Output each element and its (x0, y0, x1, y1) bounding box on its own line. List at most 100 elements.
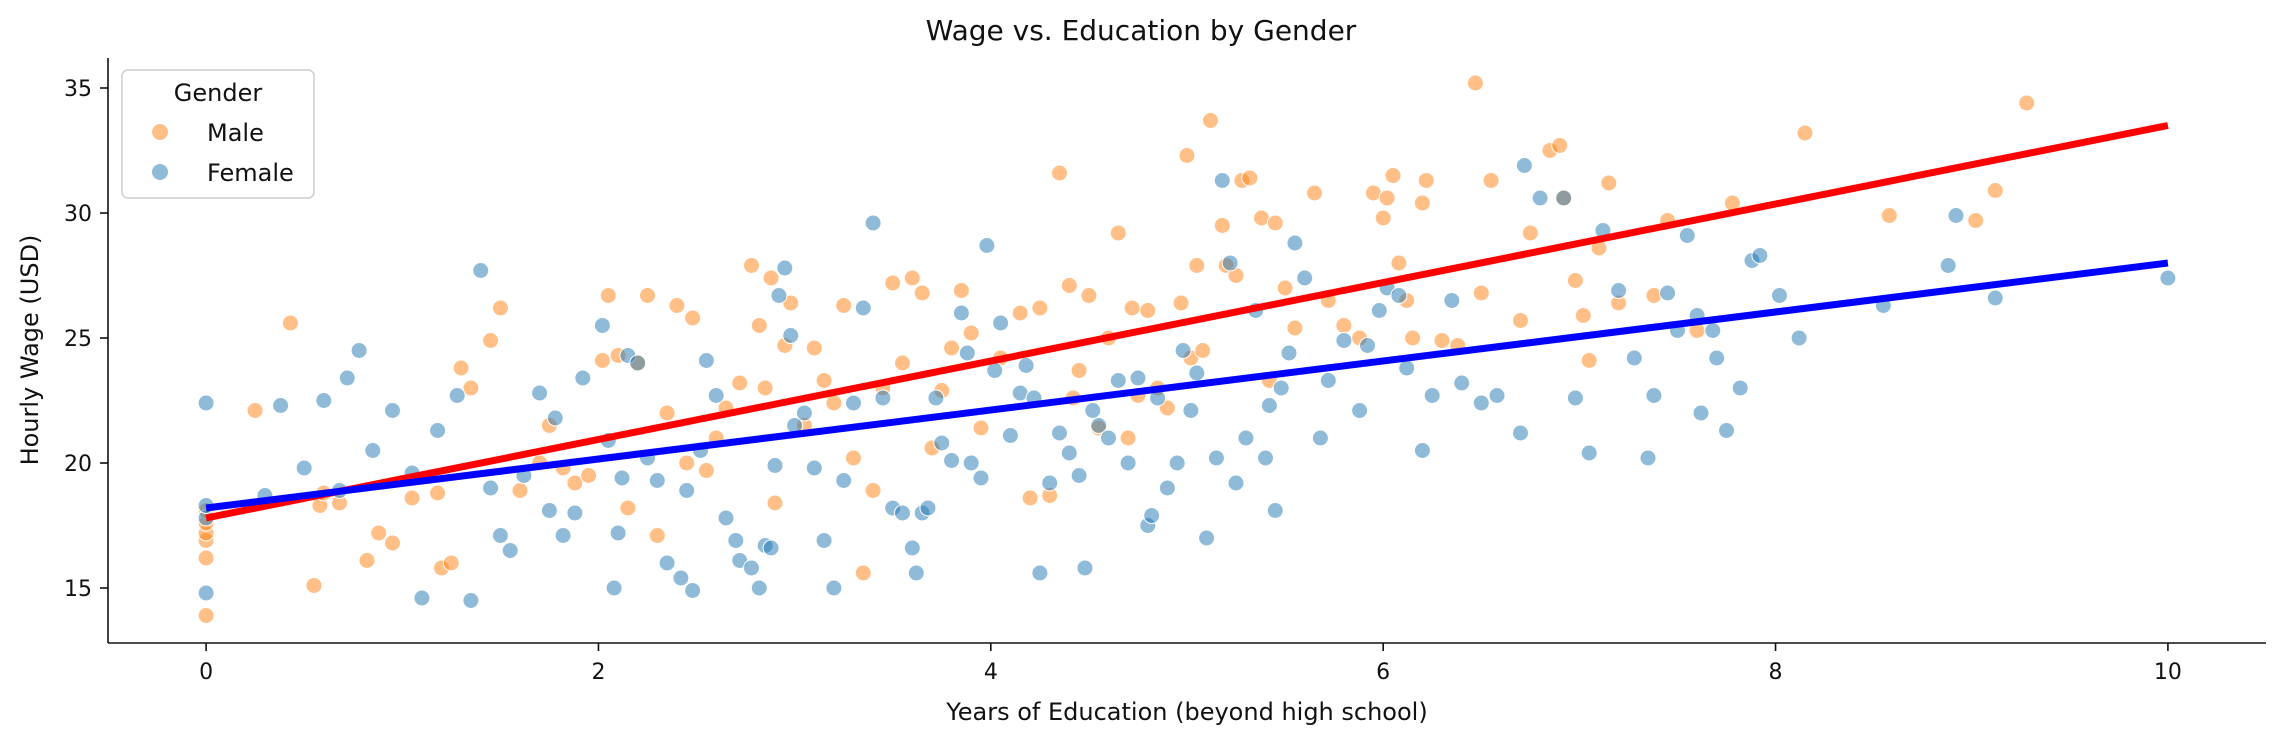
point-male (246, 402, 264, 419)
point-female (678, 482, 696, 499)
point-male (1070, 362, 1088, 379)
point-male (1109, 224, 1127, 242)
point-female (1257, 449, 1274, 467)
point-female (1272, 379, 1290, 397)
point-male (452, 359, 470, 377)
point-female (933, 434, 951, 452)
point-male (639, 287, 656, 304)
point-male (825, 394, 843, 412)
point-female (338, 369, 356, 387)
point-female (1207, 449, 1225, 467)
point-male (1521, 224, 1539, 242)
point-female (1731, 379, 1749, 397)
point-female (448, 387, 466, 404)
point-female (531, 384, 549, 402)
point-female (1001, 427, 1019, 444)
point-male (1574, 307, 1592, 324)
point-male (658, 404, 676, 422)
point-male (619, 499, 637, 517)
point-female (684, 582, 702, 599)
point-male (2018, 94, 2036, 112)
point-male (370, 524, 388, 542)
point-female (1370, 302, 1388, 319)
point-female (770, 287, 788, 304)
x-tick-label: 4 (984, 660, 998, 685)
point-male (1060, 277, 1078, 294)
point-male (1178, 147, 1196, 164)
legend-box (121, 69, 315, 199)
point-male (1482, 172, 1500, 189)
point-male (1051, 164, 1068, 182)
point-male (358, 552, 376, 569)
point-male (750, 317, 768, 334)
point-female (1398, 359, 1416, 377)
point-male (1194, 342, 1212, 359)
point-male (1123, 299, 1141, 317)
point-female (958, 344, 976, 362)
point-female (1555, 189, 1573, 207)
point-male (668, 297, 686, 314)
point-male (972, 419, 990, 437)
point-female (1771, 287, 1788, 304)
point-male (281, 314, 299, 332)
point-female (907, 564, 925, 582)
point-female (1659, 284, 1677, 302)
point-male (197, 549, 215, 567)
point-male (580, 467, 598, 484)
point-female (1280, 344, 1298, 362)
point-male (593, 352, 611, 369)
point-female (384, 402, 401, 419)
point-male (1172, 294, 1190, 312)
legend-title: Gender (174, 79, 263, 107)
point-male (1390, 254, 1408, 272)
point-female (482, 479, 500, 497)
point-male (482, 332, 500, 349)
point-female (350, 342, 368, 359)
point-male (1188, 257, 1206, 274)
point-female (413, 589, 431, 607)
point-female (1237, 429, 1255, 447)
point-male (1600, 174, 1618, 192)
point-male (678, 454, 696, 472)
point-female (1939, 257, 1957, 274)
point-female (903, 539, 921, 557)
point-male (648, 527, 666, 544)
point-female (1645, 387, 1663, 404)
point-female (1296, 269, 1314, 287)
point-female (1639, 449, 1657, 467)
point-female (2159, 269, 2177, 287)
point-male (1404, 329, 1422, 347)
point-female (1109, 372, 1127, 389)
point-male (1286, 319, 1304, 337)
point-male (962, 324, 980, 342)
point-female (1143, 507, 1161, 524)
point-male (429, 484, 447, 502)
point-female (919, 499, 937, 517)
point-male (1202, 112, 1219, 129)
point-male (952, 282, 970, 299)
chart-title: Wage vs. Education by Gender (926, 14, 1357, 47)
point-male (1433, 332, 1451, 349)
x-tick-label: 8 (1769, 660, 1783, 685)
point-female (1041, 474, 1059, 492)
point-male (1119, 429, 1137, 447)
point-female (1100, 429, 1117, 447)
point-female (546, 409, 564, 427)
point-female (364, 442, 382, 459)
point-female (1708, 349, 1726, 367)
point-female (992, 314, 1010, 332)
point-male (756, 379, 774, 397)
point-female (1158, 479, 1176, 497)
point-female (1718, 422, 1735, 439)
point-male (566, 474, 584, 492)
point-male (1580, 352, 1598, 369)
point-male (884, 274, 902, 292)
point-male (1880, 207, 1898, 224)
point-female (1351, 402, 1369, 419)
legend: Gender Male Female (121, 69, 315, 199)
point-female (1531, 189, 1549, 207)
legend-label-female: Female (207, 159, 294, 187)
point-male (1031, 299, 1049, 317)
point-female (1266, 502, 1284, 519)
point-female (894, 504, 911, 522)
